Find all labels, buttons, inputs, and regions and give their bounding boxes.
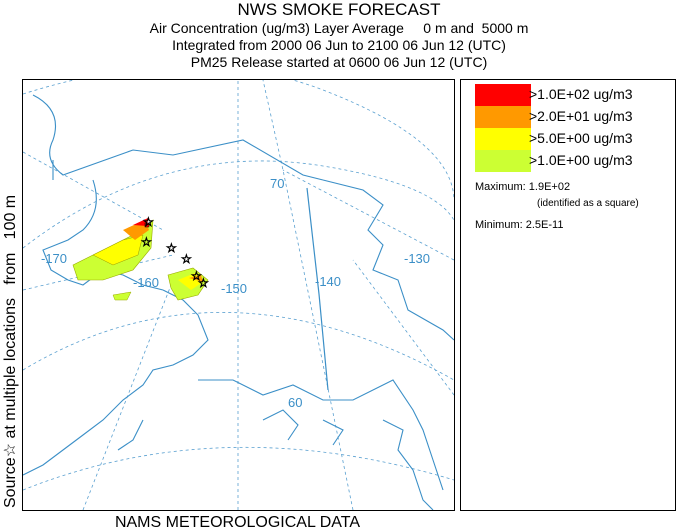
longitude-lines bbox=[23, 80, 454, 510]
svg-text:☆: ☆ bbox=[166, 241, 177, 255]
svg-text:☆: ☆ bbox=[191, 269, 202, 283]
lon-label-130: -130 bbox=[404, 251, 430, 266]
legend-item: >1.0E+02 ug/m3 bbox=[475, 84, 665, 106]
border-line bbox=[306, 187, 329, 391]
lon-label-160: -160 bbox=[133, 275, 159, 290]
source-side-label: Source☆ at multiple locations from 100 m bbox=[0, 78, 20, 510]
integration-period: Integrated from 2000 06 Jun to 2100 06 J… bbox=[172, 37, 506, 53]
svg-text:☆: ☆ bbox=[143, 215, 154, 229]
release-info: PM25 Release started at 0600 06 Jun 12 (… bbox=[190, 54, 488, 70]
lat-label-70: 70 bbox=[270, 176, 284, 191]
legend-label: >2.0E+01 ug/m3 bbox=[529, 108, 633, 124]
lon-label-140: -140 bbox=[315, 274, 341, 289]
legend-label: >1.0E+02 ug/m3 bbox=[529, 86, 633, 102]
legend-item: >1.0E+00 ug/m3 bbox=[475, 150, 665, 172]
legend-label: >5.0E+00 ug/m3 bbox=[529, 130, 633, 146]
svg-text:☆: ☆ bbox=[141, 235, 152, 249]
latitude-lines bbox=[23, 80, 454, 491]
legend-swatch bbox=[475, 84, 531, 106]
legend-swatch bbox=[475, 150, 531, 172]
legend-item: >2.0E+01 ug/m3 bbox=[475, 106, 665, 128]
legend-panel: >1.0E+02 ug/m3 >2.0E+01 ug/m3 >5.0E+00 u… bbox=[460, 79, 676, 511]
concentration-subtitle: Air Concentration (ug/m3) Layer Average … bbox=[149, 20, 529, 36]
coastline bbox=[23, 94, 454, 510]
forecast-map[interactable]: ☆ ☆ ☆ ☆ ☆ ☆ -170 -160 -150 -140 -130 70 … bbox=[22, 79, 455, 511]
graticule-labels: -170 -160 -150 -140 -130 70 60 bbox=[41, 176, 430, 410]
lon-label-150: -150 bbox=[221, 281, 247, 296]
lon-label-170: -170 bbox=[41, 251, 67, 266]
maximum-square bbox=[144, 222, 150, 228]
svg-text:☆: ☆ bbox=[181, 252, 192, 266]
data-source-footer: NAMS METEOROLOGICAL DATA bbox=[114, 514, 361, 531]
legend-swatch bbox=[475, 106, 531, 128]
svg-text:☆: ☆ bbox=[198, 276, 209, 290]
legend-swatch bbox=[475, 128, 531, 150]
minimum-value: Minimum: 2.5E-11 bbox=[475, 219, 564, 231]
forecast-title: NWS SMOKE FORECAST bbox=[237, 0, 441, 19]
map-canvas: ☆ ☆ ☆ ☆ ☆ ☆ -170 -160 -150 -140 -130 70 … bbox=[23, 80, 454, 510]
maximum-note: (identified as a square) bbox=[537, 198, 639, 209]
lat-label-60: 60 bbox=[288, 395, 302, 410]
legend-item: >5.0E+00 ug/m3 bbox=[475, 128, 665, 150]
maximum-value: Maximum: 1.9E+02 bbox=[475, 181, 571, 193]
smoke-plumes bbox=[72, 218, 209, 301]
legend-label: >1.0E+00 ug/m3 bbox=[529, 152, 633, 168]
source-stars: ☆ ☆ ☆ ☆ ☆ ☆ bbox=[141, 215, 210, 291]
source-side-text: Source☆ at multiple locations from 100 m bbox=[2, 195, 19, 508]
